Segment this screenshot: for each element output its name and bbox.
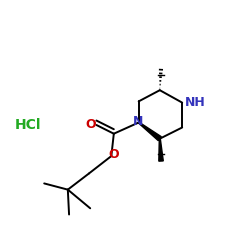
Text: O: O (85, 118, 96, 131)
Polygon shape (159, 139, 163, 161)
Polygon shape (138, 122, 161, 141)
Text: O: O (108, 148, 119, 160)
Text: N: N (132, 115, 143, 128)
Text: NH: NH (185, 96, 206, 109)
Text: HCl: HCl (15, 118, 41, 132)
